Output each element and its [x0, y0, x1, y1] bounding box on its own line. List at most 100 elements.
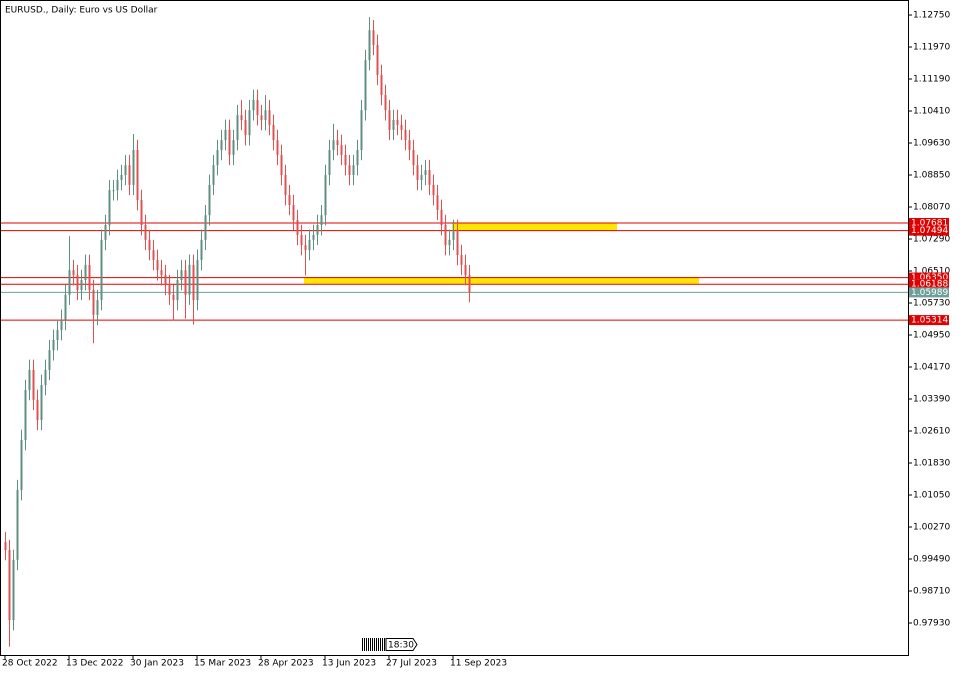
scroller-hatch — [361, 638, 385, 651]
candle-body — [108, 190, 111, 226]
candle-body — [448, 239, 451, 246]
candle-body — [392, 120, 395, 130]
y-tick-label: 1.02610 — [913, 427, 950, 437]
candle-body — [332, 140, 335, 150]
time-scroller[interactable]: 18:30 — [361, 638, 418, 651]
candle-body — [268, 110, 271, 125]
candle-body — [280, 154, 283, 176]
candle-body — [212, 165, 215, 185]
candle-body — [112, 190, 115, 192]
candle-body — [388, 110, 391, 130]
candle-body — [356, 149, 359, 166]
y-tick-label: 1.01050 — [913, 491, 950, 501]
level-tag-label: 1.06350 — [911, 273, 948, 283]
candle-body — [232, 140, 235, 155]
candle-body — [328, 149, 331, 176]
candle-body — [460, 255, 463, 265]
candle-body — [84, 264, 87, 281]
candle-body — [12, 559, 15, 621]
candle-body — [256, 99, 259, 116]
candle-body — [228, 129, 231, 155]
y-tick-label: 1.06510 — [913, 267, 950, 277]
candle-body — [224, 129, 227, 141]
candle-body — [172, 294, 175, 301]
candle-body — [200, 239, 203, 260]
level-tag-label: 1.06188 — [911, 280, 948, 290]
candle-body — [16, 490, 19, 560]
level-tag — [909, 225, 949, 236]
candle-body — [352, 165, 355, 176]
candle-body — [416, 165, 419, 180]
x-tick-label: 30 Jan 2023 — [130, 659, 184, 669]
candle-body — [208, 184, 211, 216]
zone — [304, 277, 699, 284]
candle-body — [184, 270, 187, 295]
y-tick-label: 1.03390 — [913, 395, 950, 405]
candle-body — [304, 245, 307, 251]
current-price-label: 1.05989 — [911, 288, 948, 298]
candle-body — [384, 95, 387, 111]
candle-body — [164, 275, 167, 285]
x-tick-label: 11 Sep 2023 — [450, 659, 507, 669]
candle-body — [124, 165, 127, 176]
candle-body — [52, 339, 55, 351]
y-tick-label: 1.01830 — [913, 459, 950, 469]
candle-body — [100, 239, 103, 301]
candle-body — [284, 175, 287, 196]
candle-body — [336, 140, 339, 146]
candle-body — [176, 280, 179, 301]
candle-body — [428, 170, 431, 185]
candle-body — [116, 179, 119, 191]
candle-body — [168, 284, 171, 295]
candle-body — [20, 440, 23, 491]
y-tick-label: 1.08070 — [913, 203, 950, 213]
candle-body — [104, 225, 107, 240]
y-tick-label: 0.98710 — [913, 587, 950, 597]
candle-body — [380, 74, 383, 96]
candle-body — [28, 369, 31, 390]
zone — [452, 223, 617, 231]
level-tag-label: 1.07681 — [911, 218, 948, 228]
candle-body — [248, 110, 251, 136]
candle-body — [92, 289, 95, 315]
candle-body — [120, 175, 123, 180]
candle-body — [468, 275, 471, 293]
x-tick-label: 28 Apr 2023 — [258, 659, 314, 669]
plot-frame — [0, 0, 909, 656]
candle-body — [320, 215, 323, 226]
y-tick-label: 1.11970 — [913, 43, 950, 53]
candle-body — [216, 149, 219, 166]
level-tag — [909, 217, 949, 228]
candle-body — [132, 149, 135, 185]
candle-body — [276, 140, 279, 155]
candle-body — [68, 270, 71, 295]
y-tick-label: 1.04170 — [913, 363, 950, 373]
candle-body — [8, 549, 11, 621]
candle-body — [96, 300, 99, 315]
candle-body — [156, 259, 159, 271]
y-tick-label: 1.05730 — [913, 299, 950, 309]
candle-body — [464, 264, 467, 276]
y-tick-label: 1.09630 — [913, 139, 950, 149]
candle-body — [404, 129, 407, 141]
candle-body — [152, 250, 155, 260]
candle-body — [252, 99, 255, 111]
x-tick-label: 27 Jul 2023 — [386, 659, 437, 669]
candle-body — [376, 44, 379, 75]
candle-body — [308, 239, 311, 251]
candle-body — [180, 270, 183, 281]
candle-body — [204, 215, 207, 240]
candle-body — [60, 319, 63, 331]
candle-body — [444, 225, 447, 246]
candle-body — [72, 270, 75, 276]
candle-body — [260, 115, 263, 121]
candle-body — [76, 275, 79, 290]
candle-body — [412, 149, 415, 166]
candle-body — [136, 149, 139, 201]
candle-body — [40, 385, 43, 420]
candle-body — [440, 209, 443, 226]
candle-body — [32, 369, 35, 400]
candle-body — [340, 145, 343, 155]
candle-body — [348, 165, 351, 176]
level-tag — [909, 315, 949, 326]
